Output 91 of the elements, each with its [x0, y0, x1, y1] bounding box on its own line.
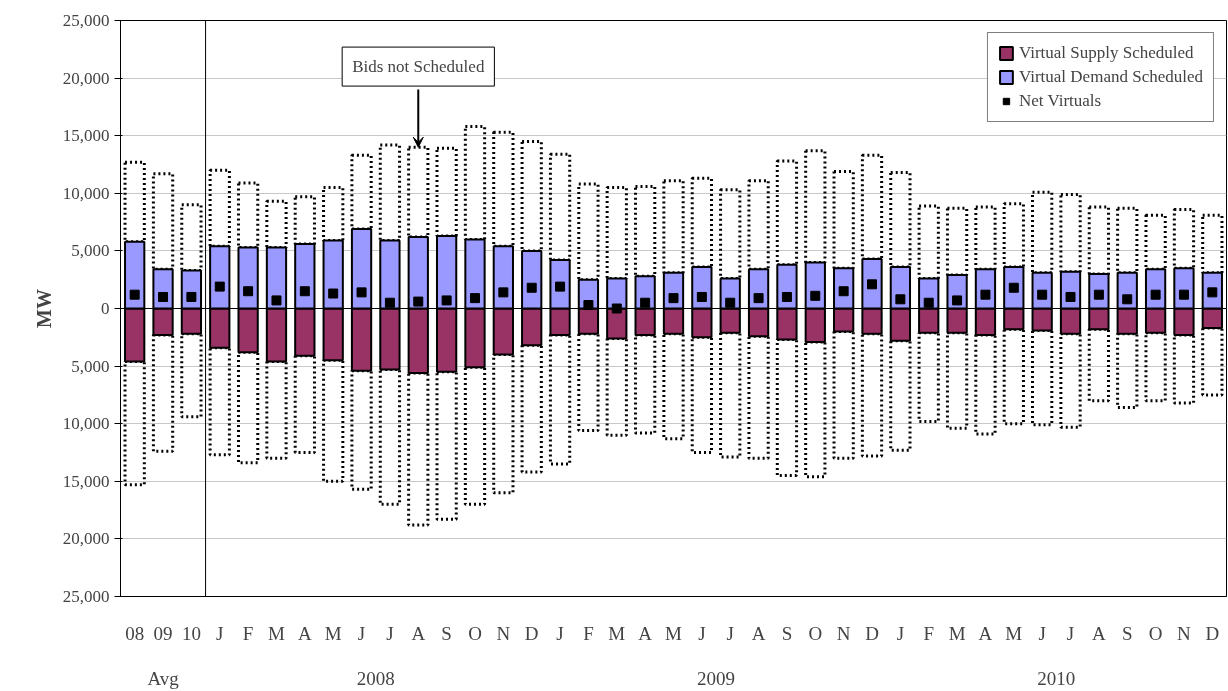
point: [867, 279, 878, 290]
x-tick-label: O: [468, 622, 482, 644]
point: [469, 293, 480, 304]
y-tick-label: 10,000: [62, 183, 110, 203]
x-tick-label: A: [751, 622, 766, 644]
x-tick-label: N: [836, 622, 851, 644]
x-tick-label: N: [496, 622, 511, 644]
point: [526, 282, 537, 293]
point: [384, 297, 395, 308]
x-tick-label: O: [808, 622, 823, 644]
x-tick-label: M: [948, 622, 966, 644]
x-tick-label: F: [923, 622, 935, 644]
x-tick-label: F: [583, 622, 594, 644]
text: Avg: [147, 667, 180, 689]
point: [952, 295, 963, 306]
point: [413, 296, 424, 307]
x-tick-label: M: [665, 622, 683, 644]
point: [1178, 289, 1189, 300]
x-tick-label: S: [1121, 622, 1133, 644]
y-tick-label: 20,000: [62, 68, 110, 88]
x-tick-label: F: [242, 622, 254, 644]
legend-label: Net Virtuals: [1018, 91, 1102, 111]
x-tick-label: A: [638, 622, 653, 644]
x-tick-label: J: [556, 622, 564, 644]
point: [328, 288, 339, 299]
x-tick-label: O: [1148, 622, 1163, 644]
point: [583, 300, 594, 311]
y-tick-label: 5,000: [71, 356, 110, 376]
y-tick-label: 5,000: [71, 241, 110, 261]
x-tick-label: S: [781, 622, 793, 644]
point: [640, 297, 651, 308]
y-axis-title: MW: [32, 289, 55, 328]
point: [753, 293, 764, 304]
text: 2009: [697, 667, 736, 689]
x-tick-label: J: [1038, 622, 1046, 644]
point: [668, 293, 679, 304]
point: [356, 287, 367, 298]
y-tick-label: 15,000: [62, 471, 110, 491]
point: [214, 281, 225, 292]
x-tick-label: D: [524, 622, 539, 644]
point: [611, 303, 622, 314]
point: [696, 291, 707, 302]
legend-label: Virtual Demand Scheduled: [1018, 67, 1203, 87]
x-tick-label: A: [297, 622, 312, 644]
point: [498, 287, 509, 298]
point: [129, 289, 140, 300]
y-tick-label: 25,000: [62, 11, 110, 30]
x-tick-label: M: [268, 622, 286, 644]
x-tick-label: D: [865, 622, 879, 644]
point: [810, 290, 821, 301]
point: [725, 297, 736, 308]
point: [243, 286, 254, 297]
point: [441, 295, 452, 306]
x-tick-label: 10: [181, 622, 201, 644]
point: [781, 291, 792, 302]
y-tick-label: 20,000: [62, 529, 110, 549]
y-tick-label: 10,000: [62, 414, 110, 434]
x-tick-label: J: [357, 622, 366, 644]
y-tick-label: 15,000: [62, 126, 110, 146]
text: 2010: [1037, 667, 1076, 689]
point: [271, 295, 282, 306]
point: [299, 286, 310, 297]
point: [1065, 291, 1076, 302]
x-tick-label: A: [411, 622, 426, 644]
x-tick-label: J: [726, 622, 734, 644]
point: [186, 291, 197, 302]
x-tick-label: M: [608, 622, 626, 644]
x-tick-label: J: [896, 622, 905, 644]
x-tick-label: D: [1205, 622, 1220, 644]
x-tick-label: M: [1005, 622, 1023, 644]
x-tick-label: J: [698, 622, 706, 644]
text: 2008: [356, 667, 395, 689]
point: [1122, 294, 1133, 305]
point: [158, 291, 169, 302]
x-tick-label: J: [386, 622, 394, 644]
legend-label: Virtual Supply Scheduled: [1018, 43, 1194, 63]
x-tick-label: J: [216, 622, 224, 644]
point: [923, 297, 934, 308]
x-tick-label: A: [1092, 622, 1107, 644]
x-tick-label: M: [324, 622, 342, 644]
x-tick-label: N: [1177, 622, 1192, 644]
point: [555, 281, 566, 292]
y-tick-label: 25,000: [62, 587, 110, 606]
x-tick-label: 08: [125, 622, 145, 644]
point: [895, 294, 906, 305]
x-tick-label: 09: [153, 622, 173, 644]
x-tick-label: A: [978, 622, 993, 644]
x-tick-label: J: [1066, 622, 1075, 644]
y-tick-label: 0: [101, 299, 110, 318]
x-tick-label: S: [441, 622, 452, 644]
annotation: Bids not Scheduled: [352, 57, 485, 77]
